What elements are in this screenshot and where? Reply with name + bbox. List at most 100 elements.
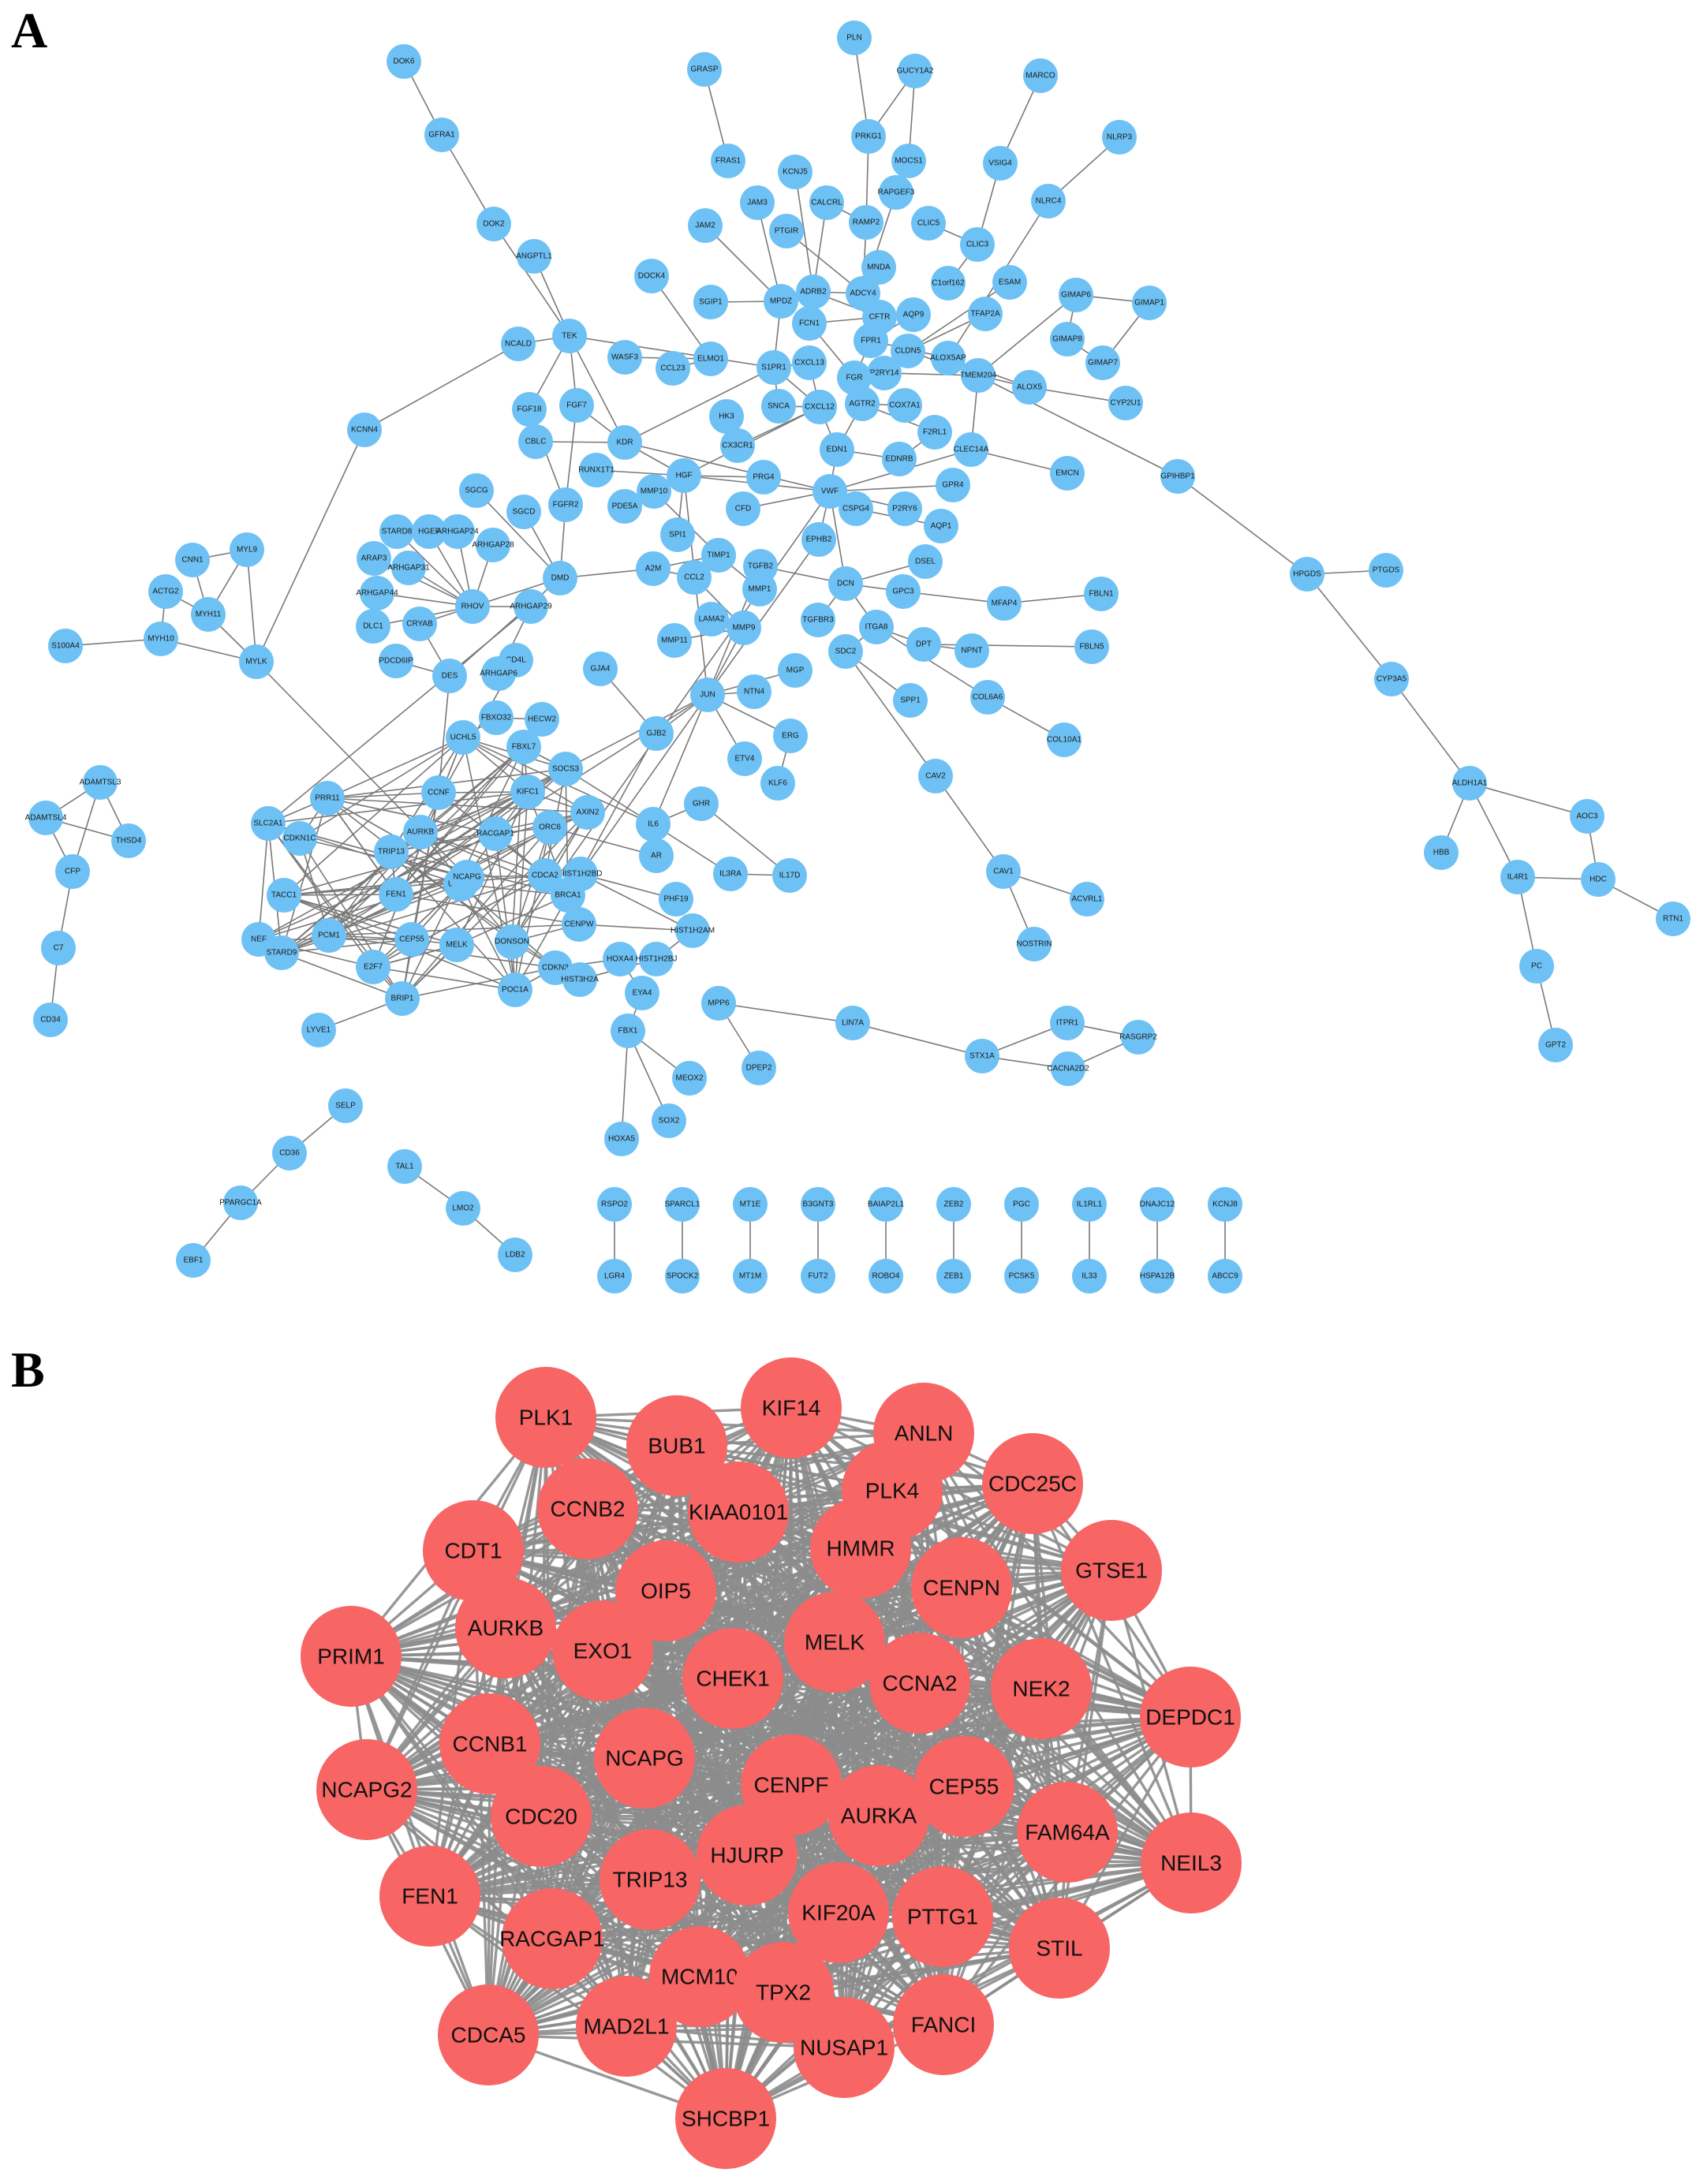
node-label: MYH10 bbox=[148, 635, 174, 644]
node-cdt1: CDT1 bbox=[423, 1500, 524, 1601]
node-label: MAD2L1 bbox=[584, 2014, 670, 2039]
node-gimap6: GIMAP6 bbox=[1059, 278, 1093, 312]
network-a: DOK6 GFRA1 DOK2 ANGPTL1 TEK NCALD KCNN4 GRASP PL… bbox=[25, 21, 1690, 1294]
node-circle bbox=[1208, 1259, 1242, 1294]
node-circle bbox=[518, 424, 553, 459]
node-circle bbox=[597, 1187, 632, 1222]
node-kifc1: KIFC1 bbox=[510, 775, 545, 809]
edge bbox=[907, 282, 1011, 352]
node-circle bbox=[1140, 1667, 1241, 1768]
node-circle bbox=[604, 1122, 639, 1156]
node-label: MCM10 bbox=[661, 1965, 738, 1989]
node-circle bbox=[665, 1259, 700, 1294]
node-pttg1: PTTG1 bbox=[892, 1866, 993, 1967]
node-circle bbox=[495, 924, 529, 959]
node-label: FRAS1 bbox=[715, 157, 742, 166]
node-circle bbox=[983, 146, 1018, 181]
node-gfra1: GFRA1 bbox=[424, 118, 459, 152]
node-label: JAM3 bbox=[747, 199, 768, 207]
node-label: GRASP bbox=[690, 65, 718, 74]
node-dpt: DPT bbox=[906, 627, 941, 662]
node-hgf: HGF bbox=[667, 458, 701, 493]
node-ncald: NCALD bbox=[501, 327, 536, 361]
node-label: PRG4 bbox=[753, 473, 775, 482]
edge bbox=[1391, 678, 1470, 784]
node-bub1: BUB1 bbox=[626, 1395, 727, 1496]
node-cxcl13: CXCL13 bbox=[792, 345, 827, 380]
node-circle bbox=[737, 674, 771, 709]
node-label: F2RL1 bbox=[923, 428, 947, 437]
node-label: CXCL12 bbox=[805, 403, 835, 412]
network-b: PLK1 BUB1 KIF14 ANLN CDC25C PLK4 KIAA0101 CCNB2… bbox=[301, 1357, 1242, 2169]
node-sdc2: SDC2 bbox=[828, 634, 863, 669]
node-label: KCNJ5 bbox=[783, 168, 808, 177]
node-label: CX3CR1 bbox=[722, 442, 753, 450]
node-label: HGEF bbox=[418, 528, 440, 536]
node-label: HBB bbox=[1433, 849, 1450, 857]
node-circle bbox=[986, 854, 1021, 889]
node-circle bbox=[639, 942, 674, 976]
node-circle bbox=[347, 413, 382, 447]
node-circle bbox=[769, 214, 804, 248]
node-circle bbox=[701, 538, 736, 573]
node-gpr4: GPR4 bbox=[936, 468, 970, 502]
node-label: ADRB2 bbox=[800, 288, 827, 297]
node-circle bbox=[439, 1693, 540, 1794]
node-label: MOCS1 bbox=[895, 157, 923, 166]
node-circle bbox=[936, 1187, 971, 1222]
node-gucy1a2: GUCY1A2 bbox=[897, 54, 934, 88]
node-cdc25c: CDC25C bbox=[982, 1433, 1083, 1534]
node-circle bbox=[379, 514, 414, 549]
node-circle bbox=[1132, 286, 1167, 320]
node-circle bbox=[992, 265, 1027, 300]
node-circle bbox=[175, 543, 210, 577]
node-label: CCL2 bbox=[684, 573, 704, 582]
node-fgf7: FGF7 bbox=[559, 388, 594, 423]
node-npnt: NPNT bbox=[954, 633, 989, 668]
node-circle bbox=[792, 306, 827, 341]
node-c7: C7 bbox=[41, 931, 76, 965]
node-tacc1: TACC1 bbox=[267, 878, 301, 913]
node-circle bbox=[402, 607, 437, 641]
node-circle bbox=[869, 1633, 970, 1734]
node-label: LYVE1 bbox=[307, 1026, 331, 1035]
edge bbox=[540, 1816, 727, 2119]
node-clic3: CLIC3 bbox=[960, 227, 995, 262]
node-arhgap29: ARHGAP29 bbox=[510, 589, 552, 624]
node-label: CD36 bbox=[279, 1149, 300, 1158]
node-label: A2M bbox=[645, 565, 662, 573]
node-label: MYH11 bbox=[196, 610, 222, 619]
node-circle bbox=[713, 857, 748, 891]
node-fbln1: FBLN1 bbox=[1084, 577, 1119, 611]
node-label: C7 bbox=[54, 944, 64, 953]
node-label: DOK6 bbox=[393, 58, 415, 66]
node-label: CDC25C bbox=[988, 1472, 1077, 1496]
node-circle bbox=[385, 981, 420, 1016]
node-circle bbox=[148, 574, 183, 609]
node-label: AOC3 bbox=[1576, 812, 1598, 821]
node-circle bbox=[688, 1462, 789, 1562]
node-circle bbox=[913, 1736, 1014, 1837]
node-label: ARAP3 bbox=[361, 554, 387, 563]
node-circle bbox=[1050, 1006, 1085, 1040]
node-label: DOK2 bbox=[483, 220, 505, 229]
edge bbox=[578, 924, 693, 931]
node-circle bbox=[869, 1259, 903, 1294]
edge bbox=[829, 484, 954, 492]
node-circle bbox=[272, 1136, 307, 1170]
node-label: IL33 bbox=[1081, 1272, 1097, 1281]
node-label: MFAP4 bbox=[992, 599, 1018, 608]
node-selp: SELP bbox=[328, 1088, 363, 1123]
edge bbox=[580, 694, 708, 875]
node-circle bbox=[968, 297, 1003, 331]
node-label: TAL1 bbox=[395, 1163, 414, 1171]
node-label: SDC2 bbox=[835, 648, 857, 656]
node-circle bbox=[1424, 835, 1459, 870]
node-circle bbox=[412, 514, 446, 549]
node-cenpn: CENPN bbox=[911, 1537, 1012, 1638]
node-hdc: HDC bbox=[1581, 862, 1616, 897]
node-label: RACGAP1 bbox=[499, 1927, 605, 1951]
node-circle bbox=[918, 759, 953, 793]
node-circle bbox=[854, 323, 888, 358]
node-circle bbox=[801, 1259, 835, 1294]
